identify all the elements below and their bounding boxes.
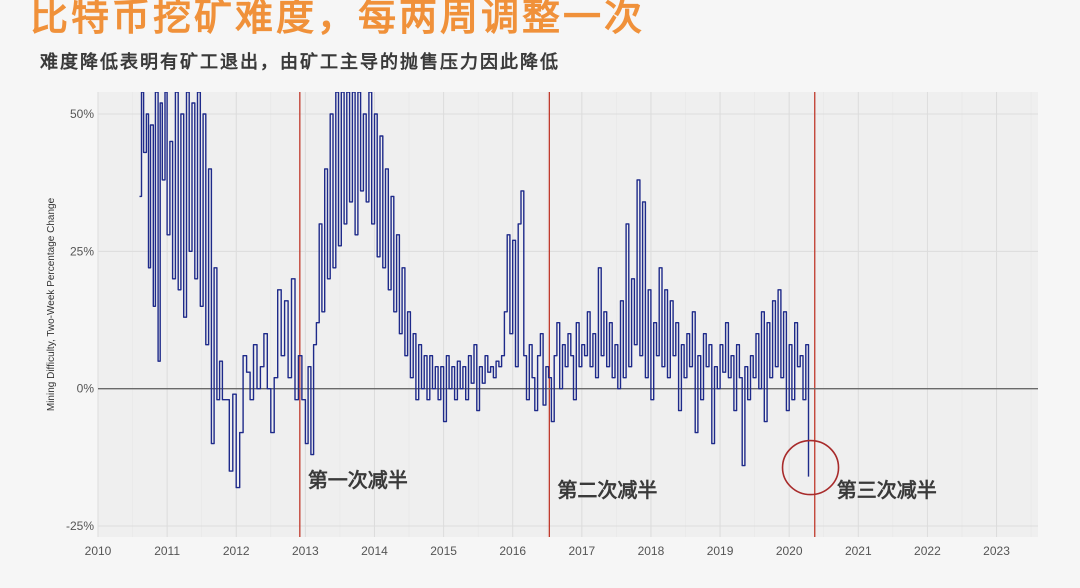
y-tick-labels: -25% 0% 25% 50% bbox=[66, 107, 94, 533]
page-title: 比特币挖矿难度，每两周调整一次 bbox=[30, 0, 646, 39]
x-tick-label: 2011 bbox=[154, 544, 180, 558]
x-tick-label: 2013 bbox=[292, 544, 319, 558]
halving-lines bbox=[299, 92, 816, 537]
x-tick-label: 2020 bbox=[776, 544, 803, 558]
x-tick-label: 2018 bbox=[638, 544, 665, 558]
x-tick-label: 2021 bbox=[845, 544, 872, 558]
y-tick-label: 0% bbox=[77, 382, 95, 396]
x-tick-label: 2012 bbox=[223, 544, 250, 558]
halving-annotations: 第一次减半 第二次减半 第三次减半 bbox=[308, 468, 937, 502]
x-tick-label: 2022 bbox=[914, 544, 941, 558]
x-tick-label: 2019 bbox=[707, 544, 734, 558]
y-tick-label: -25% bbox=[66, 519, 94, 533]
halving-label: 第二次减半 bbox=[557, 478, 657, 502]
page-subtitle: 难度降低表明有矿工退出，由矿工主导的抛售压力因此降低 bbox=[40, 52, 560, 73]
x-tick-label: 2015 bbox=[430, 544, 457, 558]
x-tick-label: 2010 bbox=[85, 544, 112, 558]
y-tick-label: 25% bbox=[70, 244, 94, 258]
halving-label: 第一次减半 bbox=[308, 468, 408, 492]
highlight-circle bbox=[781, 439, 840, 496]
x-tick-labels: 2010 2011 2012 2013 2014 2015 2016 2017 2018 2019… bbox=[85, 544, 1011, 558]
halving-label: 第三次减半 bbox=[837, 478, 937, 502]
y-axis-label: Mining Difficulty, Two-Week Percentage C… bbox=[46, 197, 57, 411]
x-tick-label: 2023 bbox=[983, 544, 1010, 558]
series-line bbox=[139, 92, 810, 489]
y-tick-label: 50% bbox=[70, 107, 94, 121]
x-tick-label: 2017 bbox=[568, 544, 595, 558]
plot-area bbox=[98, 92, 1038, 537]
x-tick-label: 2014 bbox=[361, 544, 388, 558]
x-tick-label: 2016 bbox=[499, 544, 526, 558]
